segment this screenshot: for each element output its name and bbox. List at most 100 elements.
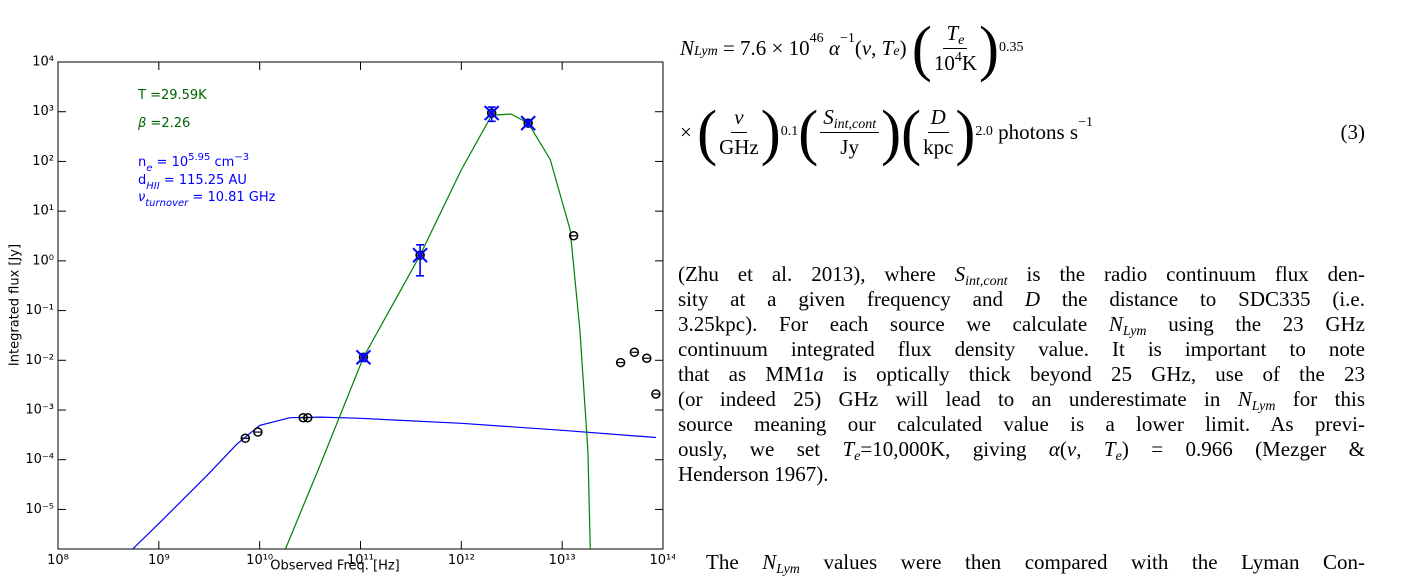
annotation-run: −3 bbox=[234, 152, 249, 163]
text-run: that as MM1 bbox=[678, 362, 814, 386]
curve bbox=[132, 416, 656, 549]
annotation-run: ν bbox=[138, 190, 145, 205]
text-run: ν bbox=[1066, 437, 1077, 461]
text-line: source meaning our calculated value is a… bbox=[678, 412, 1365, 437]
x-tick-label: 10¹⁰ bbox=[246, 553, 273, 568]
text-line: sity at a given frequency and D the dist… bbox=[678, 287, 1365, 312]
text-line: (or indeed 25) GHz will lead to an under… bbox=[678, 387, 1366, 414]
x-tick-label: 10¹⁴ bbox=[650, 553, 675, 568]
eq-paren: ( bbox=[798, 97, 819, 167]
plot-area bbox=[132, 105, 661, 549]
annotation-run: =2.26 bbox=[146, 116, 190, 131]
y-tick-label: 10³ bbox=[32, 104, 54, 119]
eq-text: e bbox=[958, 32, 965, 48]
y-axis-label: Integrated flux [Jy] bbox=[8, 244, 23, 366]
eq-text: 0.1 bbox=[780, 124, 799, 139]
chart: Observed Freq. [Hz] Integrated flux [Jy]… bbox=[8, 55, 676, 574]
eq-text: × bbox=[680, 119, 692, 144]
annotation-run: = 10 bbox=[152, 155, 188, 170]
text-run: , bbox=[1076, 437, 1104, 461]
eq-text: kpc bbox=[923, 134, 954, 159]
text-run: T bbox=[1103, 437, 1116, 461]
x-tick-label: 10⁹ bbox=[148, 553, 170, 568]
annotation-run: 5.95 bbox=[188, 152, 210, 163]
eq-text: , bbox=[871, 35, 882, 60]
curve bbox=[284, 113, 591, 549]
text-run: a bbox=[813, 362, 824, 386]
text-run: 3.25kpc). For each source we calculate bbox=[678, 312, 1109, 336]
text-run: (or indeed 25) GHz will lead to an under… bbox=[678, 387, 1238, 411]
eq-text: ( bbox=[854, 35, 862, 60]
x-tick-label: 10¹¹ bbox=[347, 553, 374, 568]
text-run: The bbox=[706, 550, 763, 574]
data-point bbox=[253, 427, 263, 437]
annotation-run: cm bbox=[210, 155, 234, 170]
text-run: is optically thick beyond 25 GHz, use of… bbox=[823, 362, 1365, 386]
text-run: e bbox=[854, 449, 861, 464]
equation-number: (3) bbox=[1340, 120, 1366, 144]
text-run: ( bbox=[1059, 437, 1067, 461]
eq-text: α bbox=[828, 35, 840, 60]
eq-text: T bbox=[946, 20, 959, 45]
text-line: (Zhu et al. 2013), where Sint,cont is th… bbox=[678, 262, 1365, 289]
eq-text: 2.0 bbox=[975, 124, 993, 139]
text-run: for this bbox=[1275, 387, 1366, 411]
text-run: =10,000K, giving bbox=[860, 437, 1049, 461]
text-run: sity at a given frequency and bbox=[678, 287, 1025, 311]
x-tick-label: 10⁸ bbox=[47, 553, 69, 568]
eq-paren: ) bbox=[978, 13, 999, 83]
text-run: e bbox=[1115, 449, 1122, 464]
y-tick-label: 10⁻¹ bbox=[25, 303, 54, 318]
y-tick-label: 10⁻⁴ bbox=[25, 452, 54, 467]
y-tick-label: 10¹ bbox=[32, 204, 54, 219]
text-line: ously, we set Te=10,000K, giving α(ν, Te… bbox=[678, 437, 1365, 464]
x-tick-label: 10¹² bbox=[448, 553, 475, 568]
text-run: (Zhu et al. 2013), where bbox=[678, 262, 955, 286]
eq-text: Lym bbox=[694, 44, 718, 59]
eq-text: ν bbox=[861, 35, 872, 60]
text-run: values were then compared with the Lyman… bbox=[799, 550, 1365, 574]
eq-text: K bbox=[961, 50, 977, 75]
y-tick-label: 10⁰ bbox=[32, 253, 54, 268]
eq-text: D bbox=[927, 105, 949, 133]
x-tick-label: 10¹³ bbox=[549, 553, 576, 568]
eq-text: 0.35 bbox=[998, 40, 1024, 55]
eq-paren: ( bbox=[901, 97, 922, 167]
eq-text: T bbox=[881, 35, 894, 60]
data-point bbox=[240, 433, 251, 444]
data-point bbox=[642, 353, 652, 363]
annotation: νturnover = 10.81 GHz bbox=[138, 190, 276, 209]
annotation: ne = 105.95 cm−3 bbox=[138, 152, 249, 174]
annotation-run: d bbox=[138, 173, 146, 188]
y-tick-label: 10⁻⁵ bbox=[25, 502, 54, 517]
text-run: N bbox=[1237, 387, 1252, 411]
eq-text: −1 bbox=[1078, 115, 1093, 130]
text-run: α bbox=[1048, 437, 1060, 461]
text-line: 3.25kpc). For each source we calculate N… bbox=[678, 312, 1365, 339]
cross-marker bbox=[355, 349, 372, 365]
eq-text: 10 bbox=[933, 50, 955, 75]
text-run: D bbox=[1024, 287, 1040, 311]
text-run: T bbox=[842, 437, 855, 461]
eq-text: 4 bbox=[954, 49, 962, 65]
text-run: N bbox=[762, 550, 777, 574]
annotation-run: β bbox=[137, 116, 146, 131]
text-line: Henderson 1967). bbox=[678, 462, 1365, 487]
cross-marker bbox=[483, 105, 500, 121]
paragraph: (Zhu et al. 2013), where Sint,cont is th… bbox=[678, 262, 1365, 487]
text-run: int,cont bbox=[965, 274, 1008, 289]
equation-number-row: (3) bbox=[1341, 120, 1366, 145]
text-line: continuum integrated flux density value.… bbox=[678, 337, 1365, 362]
text-run: Lym bbox=[1122, 324, 1147, 339]
data-point bbox=[651, 389, 661, 399]
text-run: ously, we set bbox=[678, 437, 843, 461]
paragraph: The NLym values were then compared with … bbox=[678, 550, 1365, 577]
eq-text: Jy bbox=[840, 134, 859, 159]
plot-frame bbox=[57, 61, 664, 550]
error-bar bbox=[416, 244, 425, 277]
cross-marker bbox=[520, 115, 536, 131]
annotation-run: turnover bbox=[145, 198, 189, 209]
eq-fraction: Te 104K bbox=[934, 21, 977, 76]
